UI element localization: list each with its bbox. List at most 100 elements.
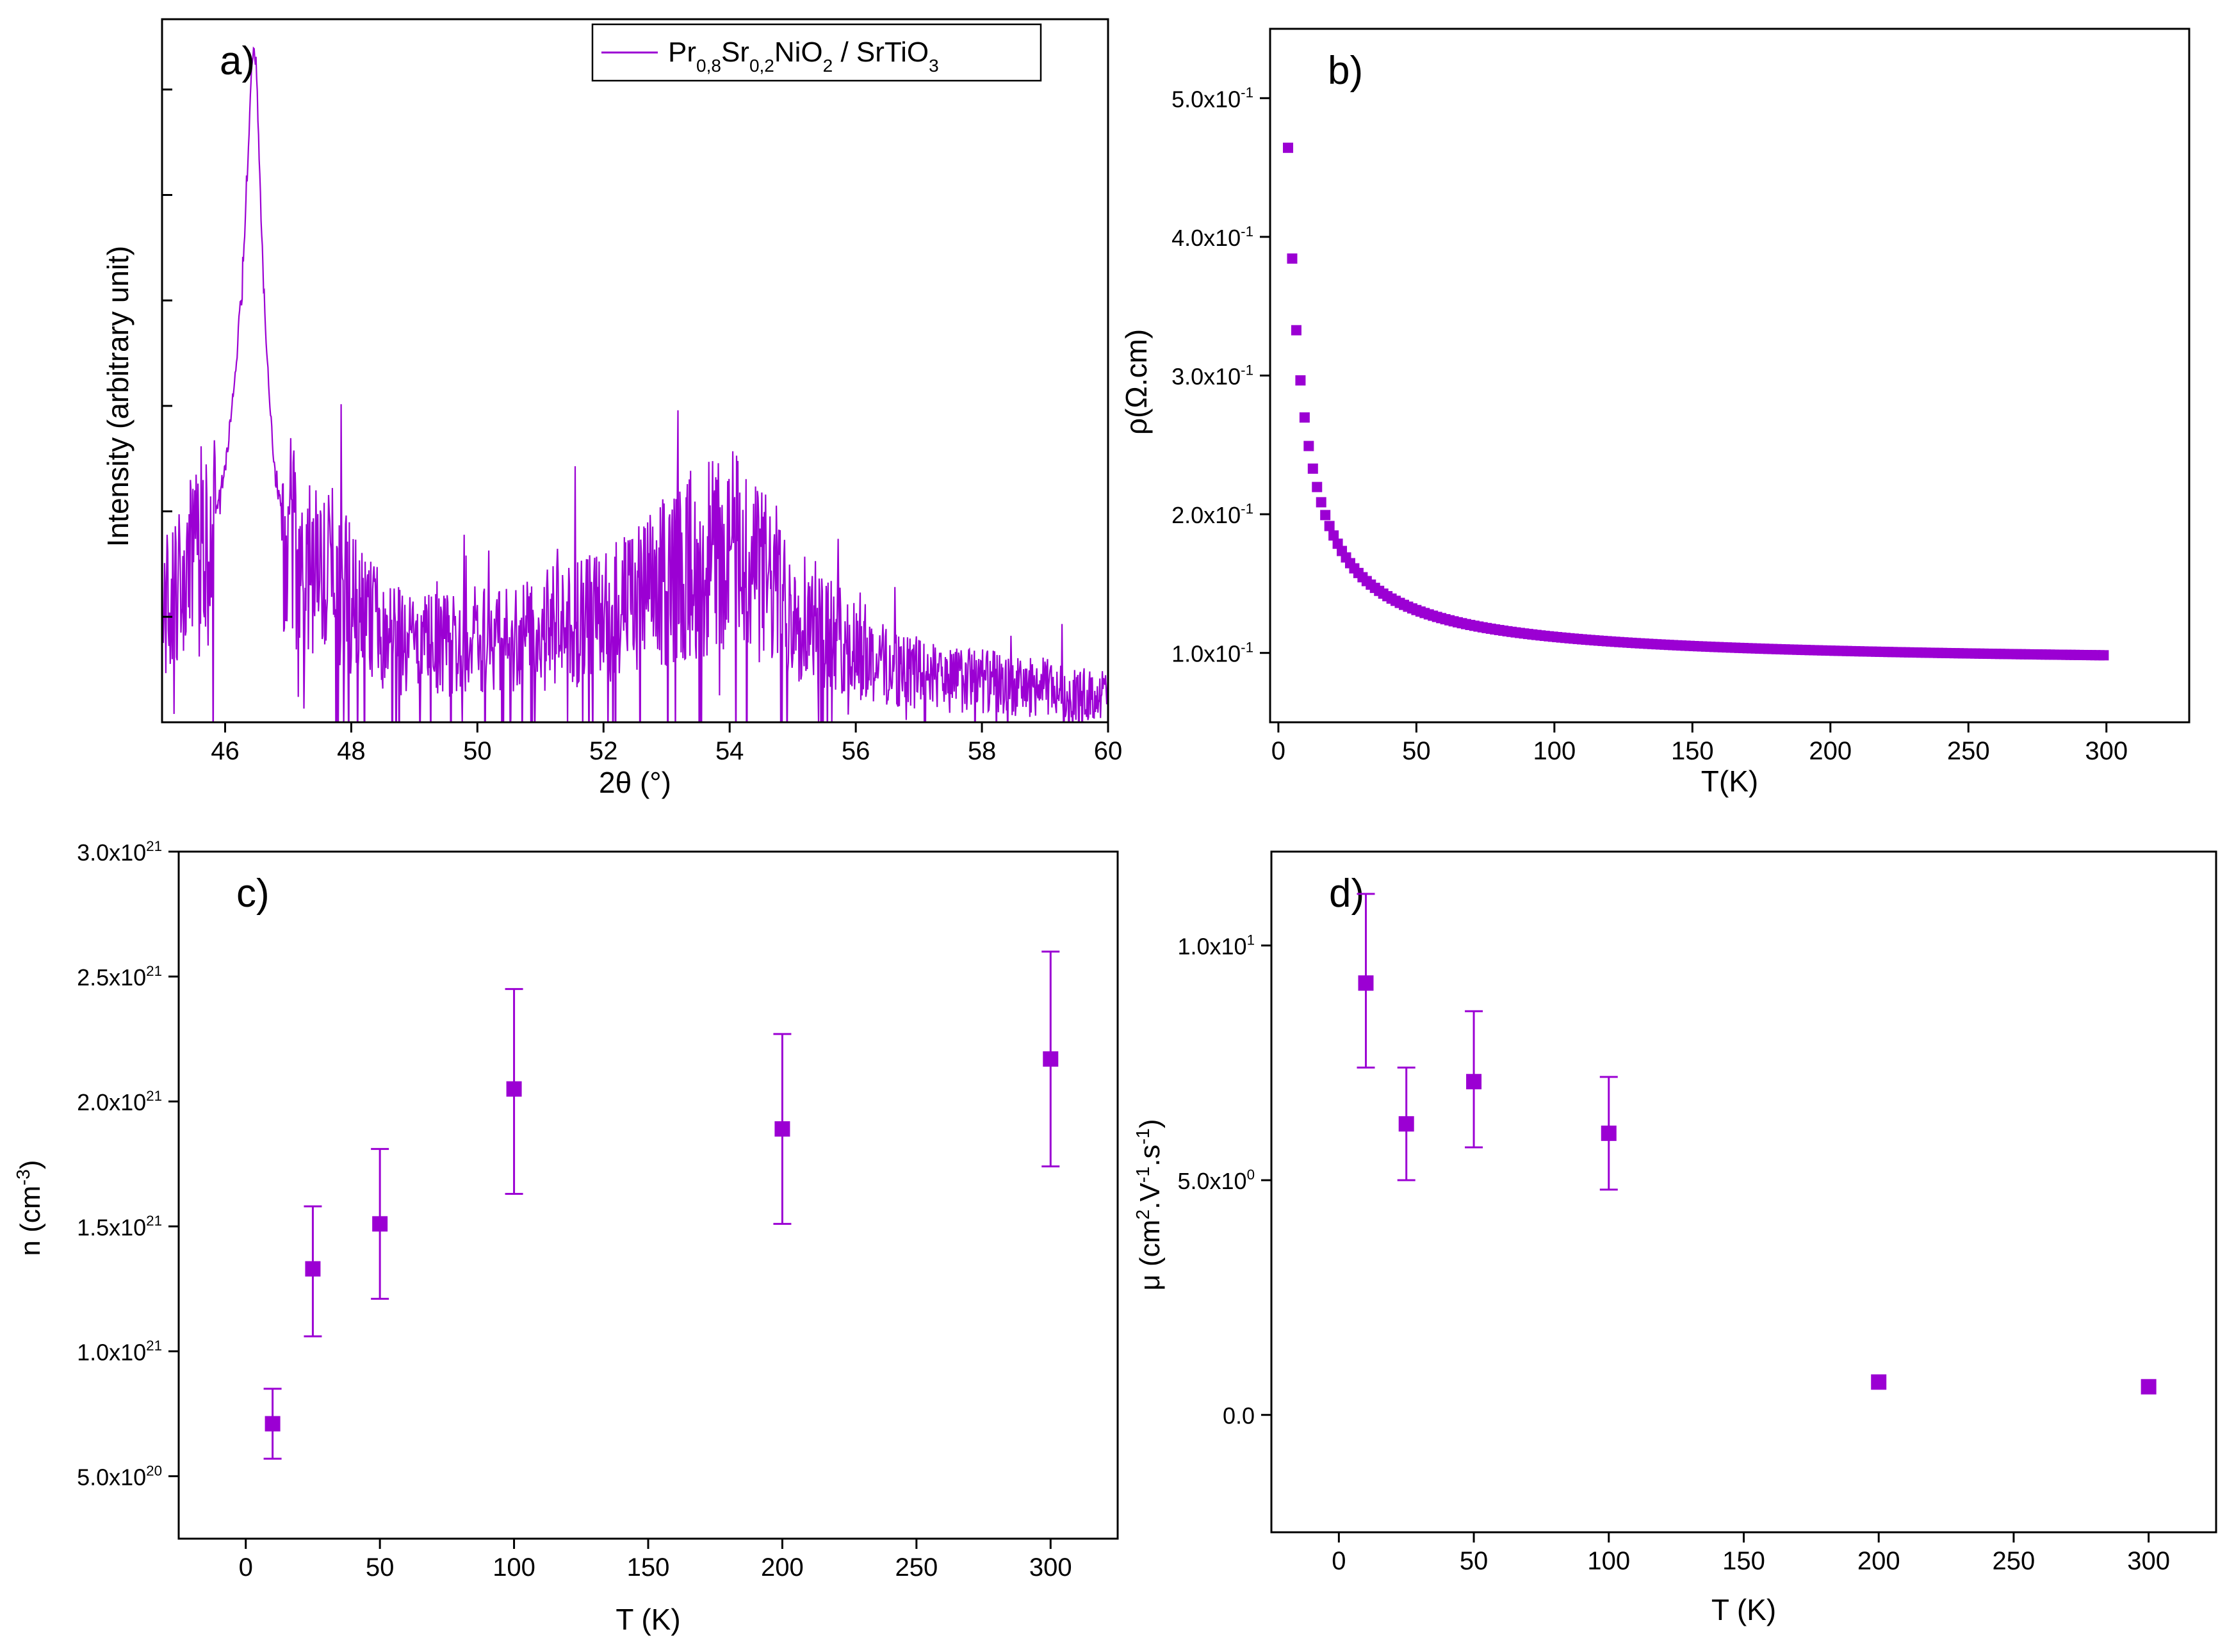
tick-mantissa: 3.0x10 — [1171, 364, 1241, 390]
legend-subscript: 0,8 — [696, 56, 721, 76]
x-tick-label: 0 — [1271, 737, 1285, 765]
x-tick-label: 50 — [1402, 737, 1431, 765]
data-point — [1291, 325, 1301, 336]
x-tick-label: 56 — [842, 737, 870, 765]
data-point — [1307, 463, 1318, 474]
tick-exponent: -1 — [1241, 501, 1253, 517]
y-tick-label: 3.0x10-1 — [1171, 362, 1253, 389]
x-axis-label: T (K) — [616, 1603, 680, 1636]
tick-exponent: 1 — [1247, 932, 1255, 948]
y-tick-label: 1.0x10-1 — [1171, 640, 1253, 667]
y-tick-label: 1.0x101 — [1177, 932, 1255, 960]
tick-mantissa: 1.0x10 — [77, 1339, 146, 1365]
x-tick-label: 250 — [1993, 1547, 2035, 1575]
label-part: ) — [1134, 1119, 1166, 1128]
label-part: μ (cm — [1134, 1220, 1166, 1291]
data-point — [1871, 1374, 1887, 1390]
y-tick-label: 2.0x10-1 — [1171, 501, 1253, 528]
y-tick-label: 3.0x1021 — [77, 838, 162, 866]
x-tick-label: 250 — [1947, 737, 1990, 765]
x-axis-label: T (K) — [1711, 1593, 1776, 1626]
tick-mantissa: 2.0x10 — [77, 1089, 146, 1115]
data-point — [1320, 510, 1331, 521]
data-point — [774, 1121, 790, 1137]
legend-text-part: Sr — [721, 36, 749, 68]
y-tick-label: 5.0x10-1 — [1171, 85, 1253, 112]
x-tick-label: 200 — [1857, 1547, 1900, 1575]
data-point — [372, 1216, 388, 1232]
xrd-series-line — [162, 46, 1108, 722]
data-point — [1328, 530, 1339, 541]
tick-exponent: 21 — [146, 963, 162, 979]
plot-frame-d — [1270, 850, 2217, 1534]
y-axis-label: Intensity (arbitrary unit) — [101, 246, 135, 547]
tick-mantissa: 1.0x10 — [1177, 934, 1246, 960]
tick-exponent: -1 — [1241, 362, 1253, 378]
data-point — [265, 1416, 281, 1432]
legend-text-part: Pr — [668, 36, 696, 68]
data-point — [2141, 1379, 2157, 1395]
panel-label-b: b) — [1328, 49, 1363, 93]
y-tick-label: 1.5x1021 — [77, 1213, 162, 1240]
chart-panel-a: 46 48 50 52 54 56 58 60 a) Pr0,8Sr0,2NiO2 / SrTiO… — [101, 18, 1122, 799]
y-tick-label: 5.0x1020 — [77, 1462, 162, 1490]
legend-subscript: 2 — [823, 56, 833, 76]
legend-box — [591, 23, 1042, 82]
legend-subscript: 0,2 — [749, 56, 774, 76]
data-point — [1287, 253, 1298, 264]
x-tick-label: 50 — [366, 1553, 395, 1582]
tick-exponent: 0 — [1247, 1167, 1255, 1183]
legend-entry: Pr0,8Sr0,2NiO2 / SrTiO3 — [668, 36, 939, 76]
x-tick-label: 150 — [1671, 737, 1714, 765]
x-tick-label: 0 — [1332, 1547, 1346, 1575]
data-point — [1358, 975, 1374, 991]
tick-mantissa: 4.0x10 — [1171, 225, 1241, 251]
y-tick-label: 0.0 — [1223, 1403, 1255, 1429]
data-point — [506, 1081, 522, 1097]
tick-exponent: -1 — [1241, 640, 1253, 656]
data-point — [305, 1261, 321, 1277]
data-point — [1295, 375, 1306, 386]
x-axis-label: T(K) — [1701, 765, 1758, 798]
x-tick-label: 150 — [1722, 1547, 1765, 1575]
x-tick-label: 300 — [1029, 1553, 1072, 1582]
y-axis-label: n (cm-3) — [13, 1160, 46, 1256]
y-tick-label: 5.0x100 — [1177, 1167, 1255, 1194]
data-point — [1043, 1051, 1059, 1067]
data-point — [1312, 482, 1323, 492]
label-part: n (cm — [15, 1186, 46, 1256]
tick-mantissa: 5.0x10 — [1177, 1168, 1246, 1194]
data-point — [1398, 1116, 1414, 1132]
x-tick-label: 150 — [627, 1553, 670, 1582]
legend-subscript: 3 — [929, 56, 939, 76]
label-superscript: 2 — [1133, 1210, 1154, 1220]
data-point — [1303, 441, 1314, 451]
y-axis-label: μ (cm2.V-1.s-1) — [1133, 1119, 1166, 1290]
tick-exponent: 21 — [146, 838, 162, 854]
panel-label-a: a) — [220, 39, 255, 83]
data-point — [1299, 412, 1310, 423]
x-tick-label: 200 — [761, 1553, 804, 1582]
x-tick-label: 54 — [715, 737, 744, 765]
data-point — [2098, 650, 2109, 661]
y-tick-label: 2.0x1021 — [77, 1088, 162, 1115]
data-point — [1316, 497, 1326, 508]
x-tick-label: 50 — [1460, 1547, 1489, 1575]
tick-mantissa: 1.0x10 — [1171, 641, 1241, 667]
tick-exponent: 21 — [146, 1213, 162, 1229]
x-tick-label: 52 — [589, 737, 618, 765]
chart-panel-c: 0 50 100 150 200 250 3005.0x10201.0x10211.5x10… — [13, 838, 1119, 1636]
data-point — [1324, 521, 1335, 531]
tick-mantissa: 2.5x10 — [77, 964, 146, 991]
x-tick-label: 50 — [463, 737, 492, 765]
x-tick-label: 100 — [1587, 1547, 1630, 1575]
tick-exponent: 20 — [146, 1462, 162, 1478]
legend-text-part: NiO — [774, 36, 823, 68]
x-tick-label: 300 — [2127, 1547, 2170, 1575]
x-tick-label: 200 — [1809, 737, 1852, 765]
x-tick-label: 0 — [239, 1553, 253, 1582]
tick-mantissa: 1.5x10 — [77, 1214, 146, 1240]
